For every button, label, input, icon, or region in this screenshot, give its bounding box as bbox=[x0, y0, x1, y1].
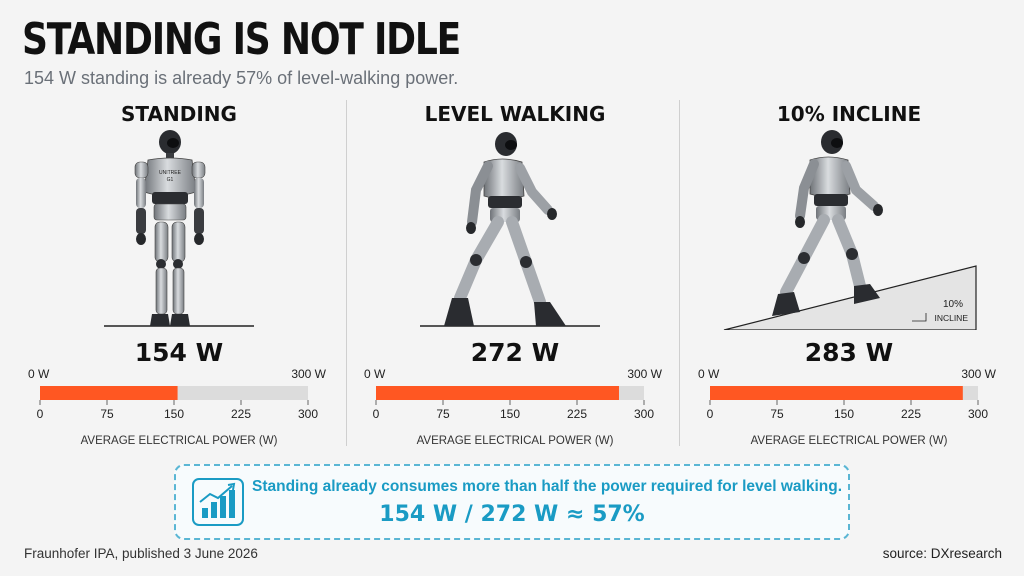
bar-min-label: 0 W bbox=[28, 367, 50, 381]
power-value: 154 W bbox=[134, 338, 224, 367]
tick-label: 150 bbox=[500, 407, 520, 421]
axis-label: AVERAGE ELECTRICAL POWER (W) bbox=[751, 435, 948, 447]
bar-max-label: 300 W bbox=[627, 367, 662, 381]
axis-label: AVERAGE ELECTRICAL POWER (W) bbox=[81, 435, 278, 447]
tick-label: 300 bbox=[968, 407, 988, 421]
tick-label: 150 bbox=[834, 407, 854, 421]
growth-chart-icon bbox=[192, 478, 244, 526]
incline-robot-illustration: 10% INCLINE bbox=[723, 130, 977, 330]
panel-title: 10% INCLINE bbox=[776, 102, 922, 126]
tick-label: 225 bbox=[901, 407, 921, 421]
tick-label: 225 bbox=[567, 407, 587, 421]
panel-title: LEVEL WALKING bbox=[424, 102, 606, 126]
walking-robot-illustration bbox=[420, 132, 600, 327]
tick-label: 75 bbox=[436, 407, 450, 421]
panel-divider bbox=[679, 100, 680, 446]
robot-chest-model: G1 bbox=[167, 177, 174, 183]
bar-fill bbox=[40, 386, 178, 400]
summary-callout: Standing already consumes more than half… bbox=[174, 464, 850, 540]
page-title: STANDING IS NOT IDLE bbox=[22, 14, 461, 65]
page-subtitle: 154 W standing is already 57% of level-w… bbox=[24, 68, 459, 88]
bar-fill bbox=[710, 386, 963, 400]
panel-divider bbox=[346, 100, 347, 446]
incline-icon bbox=[912, 313, 927, 322]
tick-label: 0 bbox=[37, 407, 44, 421]
panel-standing: STANDING UNITREE G1 154 W 0 W bbox=[20, 98, 338, 450]
power-value: 272 W bbox=[470, 338, 560, 367]
power-value: 283 W bbox=[804, 338, 894, 367]
footer-citation: Fraunhofer IPA, published 3 June 2026 bbox=[24, 546, 258, 561]
tick-label: 300 bbox=[634, 407, 654, 421]
panel-incline: 10% INCLINE 10% INCLINE 283 W 0 W 300 W … bbox=[690, 98, 1008, 450]
tick-label: 225 bbox=[231, 407, 251, 421]
panel-title: STANDING bbox=[121, 102, 237, 126]
tick-label: 75 bbox=[770, 407, 784, 421]
tick-label: 75 bbox=[100, 407, 114, 421]
tick-label: 0 bbox=[707, 407, 714, 421]
incline-word-label: INCLINE bbox=[934, 313, 968, 323]
tick-label: 300 bbox=[298, 407, 318, 421]
bar-fill bbox=[376, 386, 619, 400]
axis-label: AVERAGE ELECTRICAL POWER (W) bbox=[417, 435, 614, 447]
bar-min-label: 0 W bbox=[698, 367, 720, 381]
power-bar-chart: 0 W 300 W 0 75 150 225 300 AVERAGE ELECTRICA… bbox=[698, 367, 997, 447]
power-bar-chart: 0 W 300 W 0 75 150 225 300 AVERAGE ELECTRICA… bbox=[28, 367, 327, 447]
footer-source: source: DXresearch bbox=[882, 546, 1002, 561]
panel-level-walking: LEVEL WALKING 272 W 0 W 300 W 0 75 150 225 3… bbox=[356, 98, 674, 450]
standing-robot-illustration: UNITREE G1 bbox=[104, 130, 254, 327]
callout-text: Standing already consumes more than half… bbox=[252, 478, 842, 495]
bar-max-label: 300 W bbox=[291, 367, 326, 381]
tick-label: 0 bbox=[373, 407, 380, 421]
bar-min-label: 0 W bbox=[364, 367, 386, 381]
tick-label: 150 bbox=[164, 407, 184, 421]
bar-max-label: 300 W bbox=[961, 367, 996, 381]
robot-chest-brand: UNITREE bbox=[159, 170, 182, 176]
callout-formula: 154 W / 272 W ≈ 57% bbox=[379, 502, 645, 527]
power-bar-chart: 0 W 300 W 0 75 150 225 300 AVERAGE ELECTRICA… bbox=[364, 367, 663, 447]
incline-percent-label: 10% bbox=[943, 299, 963, 310]
